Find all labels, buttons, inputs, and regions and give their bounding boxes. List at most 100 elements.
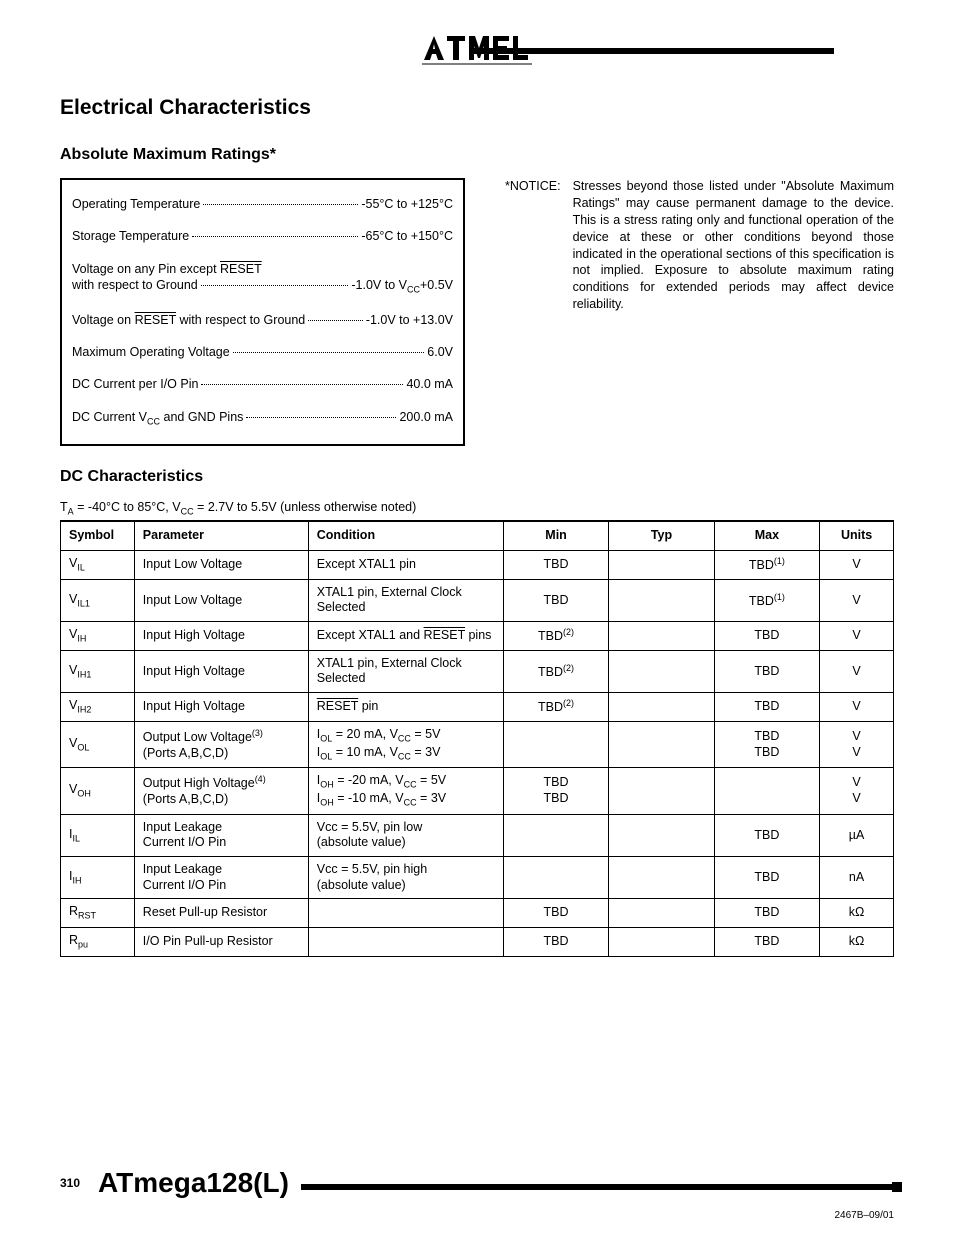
table-cell	[308, 899, 503, 928]
table-row: VOHOutput High Voltage(4)(Ports A,B,C,D)…	[61, 768, 894, 815]
table-cell: TBD(2)	[503, 622, 608, 651]
table-cell: TBD	[714, 693, 819, 722]
rating-value: -1.0V to +13.0V	[366, 312, 453, 328]
table-cell	[609, 768, 714, 815]
table-cell: Except XTAL1 and RESET pins	[308, 622, 503, 651]
table-row: VIH2Input High VoltageRESET pinTBD(2)TBD…	[61, 693, 894, 722]
rating-label: DC Current per I/O Pin	[72, 376, 198, 392]
table-cell	[609, 928, 714, 957]
col-max: Max	[714, 521, 819, 550]
rating-value: -65°C to +150°C	[361, 228, 453, 244]
table-cell: VIL1	[61, 579, 135, 621]
table-row: RRSTReset Pull-up ResistorTBDTBDkΩ	[61, 899, 894, 928]
table-row: RpuI/O Pin Pull-up ResistorTBDTBDkΩ	[61, 928, 894, 957]
table-cell: V	[820, 551, 894, 580]
table-cell	[503, 857, 608, 899]
table-cell: TBDTBD	[503, 768, 608, 815]
section-title: Electrical Characteristics	[60, 96, 894, 120]
col-condition: Condition	[308, 521, 503, 550]
table-cell	[609, 693, 714, 722]
table-cell: Input High Voltage	[134, 650, 308, 692]
table-cell: TBD(2)	[503, 650, 608, 692]
rating-row: Maximum Operating Voltage 6.0V	[72, 334, 453, 366]
rating-label: with respect to Ground	[72, 277, 198, 293]
table-cell: V	[820, 693, 894, 722]
table-cell: Except XTAL1 pin	[308, 551, 503, 580]
table-row: VILInput Low VoltageExcept XTAL1 pinTBD T…	[61, 551, 894, 580]
rating-label: Storage Temperature	[72, 228, 189, 244]
rating-row: DC Current per I/O Pin40.0 mA	[72, 366, 453, 398]
table-cell: TBD	[714, 814, 819, 856]
table-cell: Output High Voltage(4)(Ports A,B,C,D)	[134, 768, 308, 815]
rating-value: 6.0V	[427, 344, 453, 360]
table-cell	[609, 857, 714, 899]
notice-text: Stresses beyond those listed under "Abso…	[573, 178, 894, 446]
table-cell	[609, 899, 714, 928]
footer-rule	[301, 1184, 894, 1190]
notice-block: *NOTICE: Stresses beyond those listed un…	[505, 178, 894, 446]
table-cell: IOH = -20 mA, VCC = 5VIOH = -10 mA, VCC …	[308, 768, 503, 815]
page-footer: 310 ATmega128(L)	[60, 1167, 894, 1199]
table-cell: V	[820, 579, 894, 621]
table-cell	[503, 721, 608, 768]
rating-label: DC Current VCC and GND Pins	[72, 409, 243, 428]
dc-caption: TA = -40°C to 85°C, VCC = 2.7V to 5.5V (…	[60, 500, 894, 517]
table-cell: XTAL1 pin, External Clock Selected	[308, 579, 503, 621]
rating-row: DC Current VCC and GND Pins200.0 mA	[72, 399, 453, 434]
table-cell: TBDTBD	[714, 721, 819, 768]
table-cell: TBD	[503, 579, 608, 621]
table-cell	[609, 551, 714, 580]
table-cell	[308, 928, 503, 957]
table-cell: Input High Voltage	[134, 693, 308, 722]
col-min: Min	[503, 521, 608, 550]
table-cell: Reset Pull-up Resistor	[134, 899, 308, 928]
table-cell: RESET pin	[308, 693, 503, 722]
table-cell: Rpu	[61, 928, 135, 957]
table-cell: Input Low Voltage	[134, 551, 308, 580]
table-cell: VV	[820, 721, 894, 768]
table-cell	[609, 814, 714, 856]
table-cell: nA	[820, 857, 894, 899]
rating-label: Operating Temperature	[72, 196, 200, 212]
table-cell: VIH2	[61, 693, 135, 722]
col-symbol: Symbol	[61, 521, 135, 550]
table-cell: kΩ	[820, 899, 894, 928]
table-cell: Vcc = 5.5V, pin high(absolute value)	[308, 857, 503, 899]
rating-label: Voltage on RESET with respect to Ground	[72, 312, 305, 328]
table-cell: Input LeakageCurrent I/O Pin	[134, 814, 308, 856]
dc-title: DC Characteristics	[60, 468, 894, 486]
table-cell: TBD	[503, 551, 608, 580]
table-cell: TBD(1)	[714, 551, 819, 580]
table-cell: XTAL1 pin, External Clock Selected	[308, 650, 503, 692]
rating-value: -1.0V to VCC+0.5V	[351, 277, 453, 296]
part-number: ATmega128(L)	[98, 1167, 289, 1199]
table-cell: IIL	[61, 814, 135, 856]
table-cell	[503, 814, 608, 856]
table-row: VIL1Input Low VoltageXTAL1 pin, External…	[61, 579, 894, 621]
table-cell: Vcc = 5.5V, pin low(absolute value)	[308, 814, 503, 856]
dc-header-row: Symbol Parameter Condition Min Typ Max U…	[61, 521, 894, 550]
rating-value: -55°C to +125°C	[361, 196, 453, 212]
table-cell: RRST	[61, 899, 135, 928]
table-cell: Output Low Voltage(3)(Ports A,B,C,D)	[134, 721, 308, 768]
table-row: IIHInput LeakageCurrent I/O PinVcc = 5.5…	[61, 857, 894, 899]
col-parameter: Parameter	[134, 521, 308, 550]
table-cell	[609, 650, 714, 692]
page-number: 310	[60, 1176, 80, 1190]
table-row: VOLOutput Low Voltage(3)(Ports A,B,C,D)I…	[61, 721, 894, 768]
table-cell: TBD	[714, 928, 819, 957]
rating-label: Maximum Operating Voltage	[72, 344, 230, 360]
col-units: Units	[820, 521, 894, 550]
rating-label: Voltage on any Pin except RESET	[72, 261, 453, 277]
table-cell: VIL	[61, 551, 135, 580]
ratings-box: Operating Temperature -55°C to +125°C Stor…	[60, 178, 465, 446]
table-cell: TBD	[503, 928, 608, 957]
table-cell: V	[820, 650, 894, 692]
table-cell: µA	[820, 814, 894, 856]
table-row: IILInput LeakageCurrent I/O PinVcc = 5.5…	[61, 814, 894, 856]
rating-row: Voltage on RESET with respect to Ground -…	[72, 302, 453, 334]
doc-reference: 2467B–09/01	[834, 1210, 894, 1221]
table-cell: IOL = 20 mA, VCC = 5VIOL = 10 mA, VCC = …	[308, 721, 503, 768]
table-cell: V	[820, 622, 894, 651]
table-cell	[609, 622, 714, 651]
